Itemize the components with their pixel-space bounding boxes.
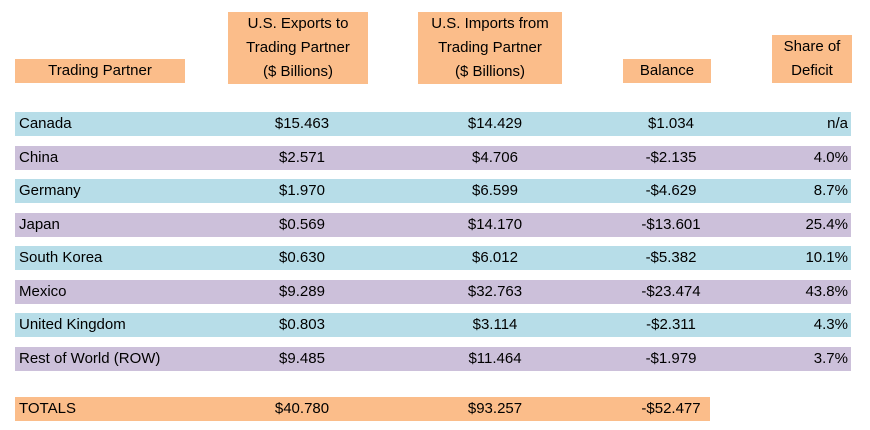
- share-value: 4.0%: [813, 149, 848, 166]
- table-row-united-kingdom: United Kingdom $0.803 $3.114 -$2.311 4.3…: [15, 313, 851, 337]
- imports-value: $6.012: [472, 249, 518, 266]
- header-us-imports: U.S. Imports from Trading Partner ($ Bil…: [418, 12, 562, 84]
- header-trading-partner-label: Trading Partner: [48, 62, 152, 79]
- balance-value: -$2.311: [646, 316, 696, 333]
- header-share-line-1: Share of: [783, 38, 841, 55]
- balance-value: -$1.979: [645, 350, 697, 367]
- imports-value: $6.599: [472, 182, 518, 199]
- totals-row: TOTALS $40.780 $93.257 -$52.477: [15, 397, 710, 421]
- exports-value: $0.630: [279, 249, 325, 266]
- header-us-exports: U.S. Exports to Trading Partner ($ Billi…: [228, 12, 368, 84]
- balance-value: -$5.382: [645, 249, 697, 266]
- share-value: 25.4%: [805, 216, 848, 233]
- table-row-south-korea: South Korea $0.630 $6.012 -$5.382 10.1%: [15, 246, 851, 270]
- imports-value: $14.429: [467, 115, 523, 132]
- totals-imports-value: $93.257: [467, 400, 523, 417]
- header-balance: Balance: [623, 59, 711, 83]
- share-value: 10.1%: [805, 249, 848, 266]
- share-value: 43.8%: [805, 283, 848, 300]
- balance-value: -$2.135: [645, 149, 697, 166]
- imports-value: $32.763: [467, 283, 523, 300]
- imports-value: $4.706: [472, 149, 518, 166]
- totals-balance-value: -$52.477: [641, 400, 701, 417]
- header-trading-partner: Trading Partner: [15, 59, 185, 83]
- header-us-exports-line-1: U.S. Exports to: [247, 15, 349, 32]
- table-row-japan: Japan $0.569 $14.170 -$13.601 25.4%: [15, 213, 851, 237]
- table-row-rest-of-world: Rest of World (ROW) $9.485 $11.464 -$1.9…: [15, 347, 851, 371]
- imports-value: $3.114: [472, 316, 518, 333]
- table-row-china: China $2.571 $4.706 -$2.135 4.0%: [15, 146, 851, 170]
- exports-value: $15.463: [274, 115, 330, 132]
- header-us-imports-line-3: ($ Billions): [454, 63, 526, 80]
- header-balance-label: Balance: [639, 62, 695, 79]
- partner-name: Mexico: [19, 283, 67, 300]
- partner-name: Rest of World (ROW): [19, 350, 161, 367]
- share-value: 8.7%: [813, 182, 848, 199]
- header-share-line-2: Deficit: [791, 62, 833, 79]
- imports-value: $11.464: [468, 350, 522, 367]
- header-us-imports-line-2: Trading Partner: [438, 39, 542, 56]
- header-share-of-deficit: Share of Deficit: [772, 35, 852, 83]
- exports-value: $9.485: [279, 350, 325, 367]
- totals-label: TOTALS: [19, 400, 76, 417]
- imports-value: $14.170: [467, 216, 523, 233]
- totals-exports-value: $40.780: [274, 400, 330, 417]
- share-value: n/a: [827, 115, 848, 132]
- exports-value: $9.289: [279, 283, 325, 300]
- table-row-germany: Germany $1.970 $6.599 -$4.629 8.7%: [15, 179, 851, 203]
- exports-value: $2.571: [279, 149, 325, 166]
- balance-value: -$13.601: [641, 216, 701, 233]
- partner-name: China: [19, 149, 59, 166]
- partner-name: United Kingdom: [19, 316, 126, 333]
- header-us-imports-line-1: U.S. Imports from: [431, 15, 549, 32]
- partner-name: Germany: [19, 182, 81, 199]
- exports-value: $0.569: [279, 216, 325, 233]
- partner-name: Japan: [19, 216, 60, 233]
- table-row-mexico: Mexico $9.289 $32.763 -$23.474 43.8%: [15, 280, 851, 304]
- partner-name: South Korea: [19, 249, 103, 266]
- header-us-exports-line-3: ($ Billions): [262, 63, 334, 80]
- table-row-canada: Canada $15.463 $14.429 $1.034 n/a: [15, 112, 851, 136]
- exports-value: $0.803: [279, 316, 325, 333]
- balance-value: $1.034: [648, 115, 694, 132]
- exports-value: $1.970: [279, 182, 325, 199]
- share-value: 3.7%: [813, 350, 848, 367]
- partner-name: Canada: [19, 115, 72, 132]
- balance-value: -$4.629: [645, 182, 697, 199]
- header-us-exports-line-2: Trading Partner: [246, 39, 350, 56]
- share-value: 4.3%: [813, 316, 848, 333]
- balance-value: -$23.474: [641, 283, 701, 300]
